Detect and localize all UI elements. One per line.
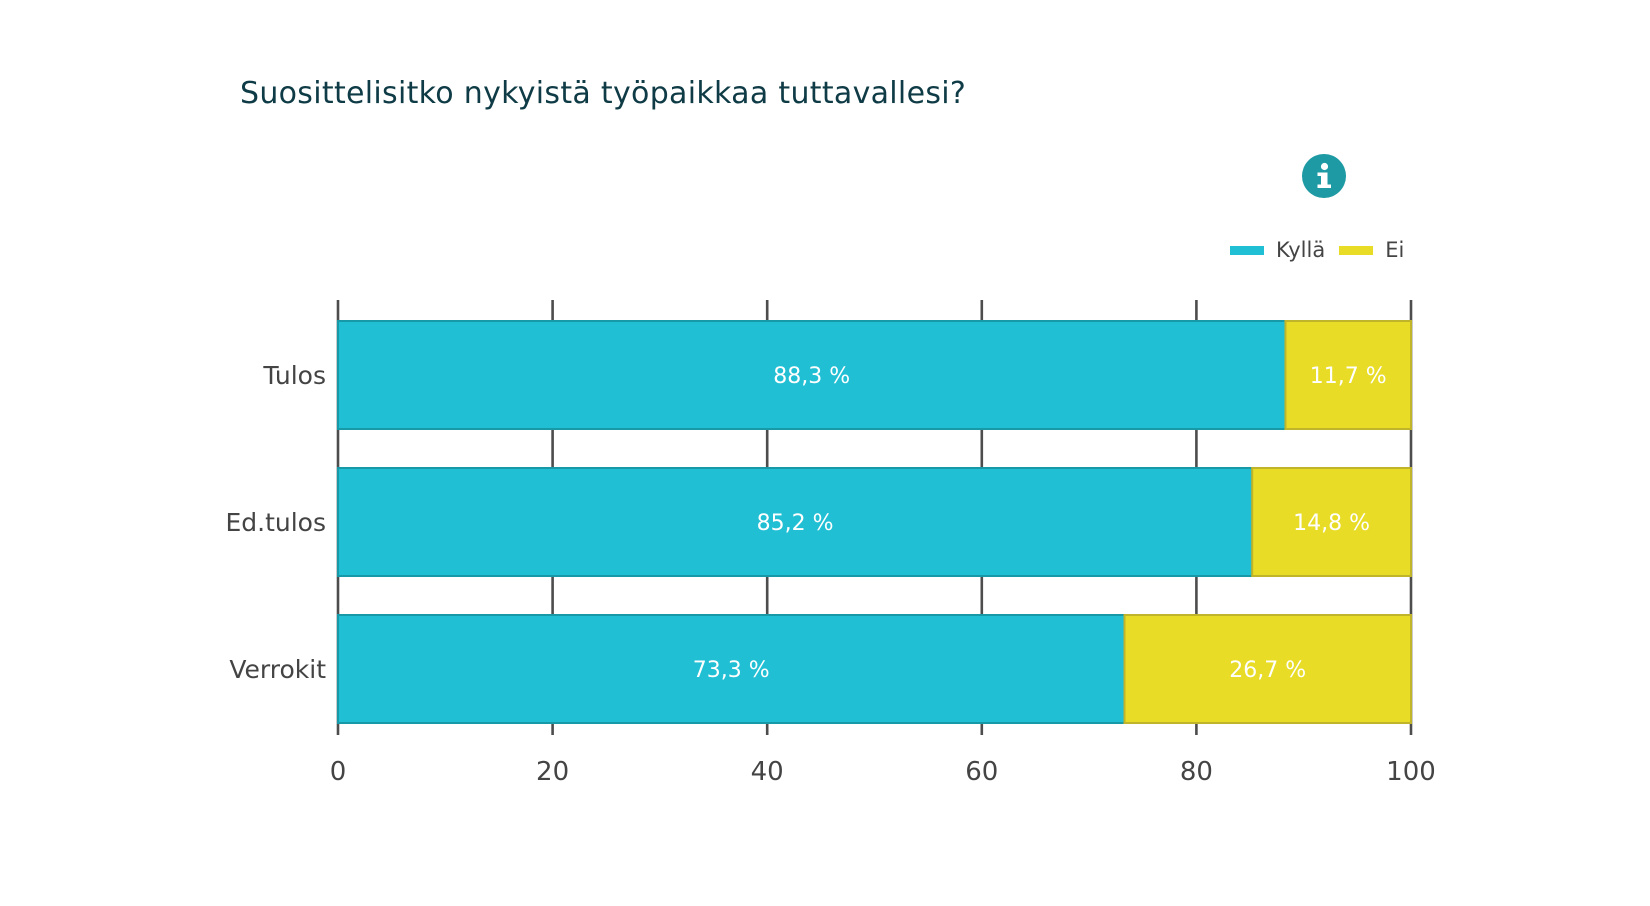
data-label-tulos-kylla: 88,3 % [773, 364, 850, 389]
data-label-verrokit-ei: 26,7 % [1229, 658, 1306, 683]
x-tick-label-80: 80 [1180, 757, 1213, 787]
bar-tulos-ei[interactable] [1284, 320, 1412, 430]
data-label-verrokit-kylla: 73,3 % [693, 658, 770, 683]
legend-item-ei[interactable]: Ei [1339, 238, 1404, 262]
chart-title: Suosittelisitko nykyistä työpaikkaa tutt… [240, 76, 967, 111]
legend: Kyllä Ei [1230, 238, 1418, 262]
bar-verrokit-ei[interactable] [1123, 614, 1413, 724]
bar-verrokit-kylla[interactable] [337, 614, 1126, 724]
legend-item-kylla[interactable]: Kyllä [1230, 238, 1325, 262]
x-tick-label-40: 40 [751, 757, 784, 787]
bar-ed-tulos-kylla[interactable] [337, 467, 1254, 577]
info-button[interactable] [1302, 154, 1346, 198]
bar-ed-tulos-ei[interactable] [1251, 467, 1413, 577]
x-tick-label-0: 0 [330, 757, 347, 787]
data-label-ed-tulos-ei: 14,8 % [1293, 511, 1370, 536]
x-tick-label-60: 60 [965, 757, 998, 787]
legend-label-kylla: Kyllä [1276, 238, 1326, 262]
legend-swatch-ei [1339, 245, 1374, 255]
data-label-tulos-ei: 11,7 % [1310, 364, 1387, 389]
legend-label-ei: Ei [1385, 238, 1405, 262]
info-icon [1317, 162, 1331, 188]
category-label-tulos: Tulos [262, 361, 326, 390]
x-tick-label-100: 100 [1386, 757, 1436, 787]
category-label-verrokit: Verrokit [229, 655, 326, 684]
x-tick-label-20: 20 [536, 757, 569, 787]
legend-swatch-kylla [1230, 245, 1264, 255]
category-label-ed-tulos: Ed.tulos [225, 508, 326, 537]
data-label-ed-tulos-kylla: 85,2 % [757, 511, 834, 536]
